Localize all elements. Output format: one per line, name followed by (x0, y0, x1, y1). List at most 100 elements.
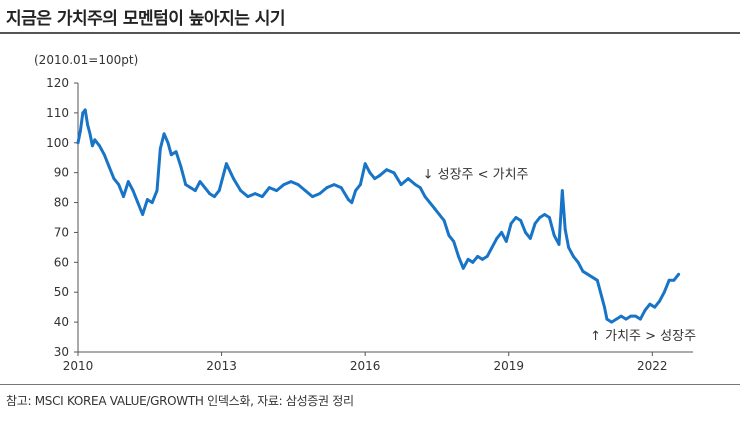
data-point (354, 189, 357, 193)
data-point (423, 195, 427, 198)
source-note: 참고: MSCI KOREA VALUE/GROWTH 인덱스화, 자료: 삼성… (6, 394, 354, 408)
data-point (677, 272, 681, 276)
data-point (543, 213, 547, 216)
data-point (563, 228, 567, 231)
data-point (586, 272, 590, 276)
y-axis-label: (2010.01=100pt) (34, 53, 138, 67)
data-point (86, 123, 89, 127)
data-point (253, 192, 257, 195)
annotation-value-above-growth: ↑ 가치주 > 성장주 (590, 329, 696, 344)
data-point (514, 216, 518, 219)
data-point (442, 219, 446, 222)
data-point (184, 183, 188, 187)
data-point (414, 183, 417, 187)
data-point (399, 183, 403, 187)
data-point (158, 147, 162, 151)
data-point (576, 260, 580, 264)
data-point (90, 144, 94, 148)
x-tick-label: 2010 (63, 359, 94, 373)
data-point (447, 234, 451, 237)
data-point (519, 219, 523, 222)
data-point (581, 269, 585, 273)
data-point (174, 150, 178, 154)
data-point (662, 290, 666, 294)
data-point (418, 186, 422, 190)
data-point (600, 296, 604, 300)
data-point (533, 222, 537, 225)
title-divider (0, 32, 740, 34)
data-point (339, 186, 343, 190)
data-point (495, 237, 499, 240)
data-point (634, 314, 637, 318)
data-point (88, 132, 92, 136)
data-point (193, 189, 197, 193)
data-point (126, 180, 130, 184)
data-point (567, 245, 570, 249)
data-point (332, 183, 336, 187)
y-tick-label: 30 (54, 345, 69, 359)
data-point (557, 243, 561, 246)
data-point (208, 192, 212, 195)
data-point (155, 189, 159, 193)
series-points (76, 108, 681, 324)
data-point (213, 195, 216, 198)
x-tick-label: 2022 (637, 359, 668, 373)
data-point (102, 153, 106, 157)
data-point (358, 183, 362, 187)
data-point (610, 320, 614, 324)
data-point (500, 231, 503, 234)
data-point (136, 201, 140, 204)
data-point (466, 257, 470, 261)
data-point (98, 144, 101, 148)
footer-divider (0, 384, 740, 385)
data-point (303, 189, 307, 193)
chart-title: 지금은 가치주의 모멘텀이 높아지는 시기 (6, 9, 286, 29)
data-point (629, 314, 633, 318)
data-point (289, 180, 293, 184)
data-point (648, 302, 652, 306)
y-axis: 30 40 50 60 70 80 90 100 110 120 (46, 76, 78, 359)
data-point (591, 275, 594, 279)
data-point (457, 254, 460, 258)
data-point (538, 216, 542, 219)
data-point (325, 186, 329, 190)
data-point (603, 305, 606, 309)
data-point (528, 237, 532, 240)
x-tick-label: 2013 (206, 359, 237, 373)
x-tick-label: 2019 (493, 359, 524, 373)
data-point (672, 278, 676, 282)
data-point (571, 254, 575, 258)
data-point (392, 171, 396, 175)
data-point (524, 231, 527, 234)
data-point (638, 317, 642, 321)
data-point (260, 195, 264, 198)
data-point (653, 305, 657, 309)
data-point (275, 189, 279, 193)
data-point (643, 308, 647, 312)
data-point (232, 177, 235, 181)
data-point (481, 257, 484, 261)
data-point (406, 177, 410, 181)
data-point (93, 138, 97, 142)
data-point (560, 189, 564, 193)
data-point (239, 189, 243, 193)
x-tick-label: 2016 (350, 359, 381, 373)
annotation-growth-below-value: ↓ 성장주 < 가치주 (423, 168, 529, 183)
data-point (368, 171, 372, 175)
data-point (347, 198, 350, 201)
data-point (318, 192, 322, 195)
data-point (461, 266, 465, 270)
data-point (141, 213, 145, 216)
data-point (83, 108, 87, 112)
data-point (122, 195, 125, 198)
data-point (667, 278, 671, 282)
y-tick-label: 80 (54, 196, 69, 210)
data-point (378, 174, 381, 178)
data-point (350, 201, 354, 204)
y-tick-label: 120 (46, 76, 69, 90)
data-point (624, 317, 628, 321)
data-point (373, 177, 377, 181)
data-point (150, 201, 154, 204)
y-tick-label: 60 (54, 255, 69, 269)
data-point (385, 168, 389, 172)
